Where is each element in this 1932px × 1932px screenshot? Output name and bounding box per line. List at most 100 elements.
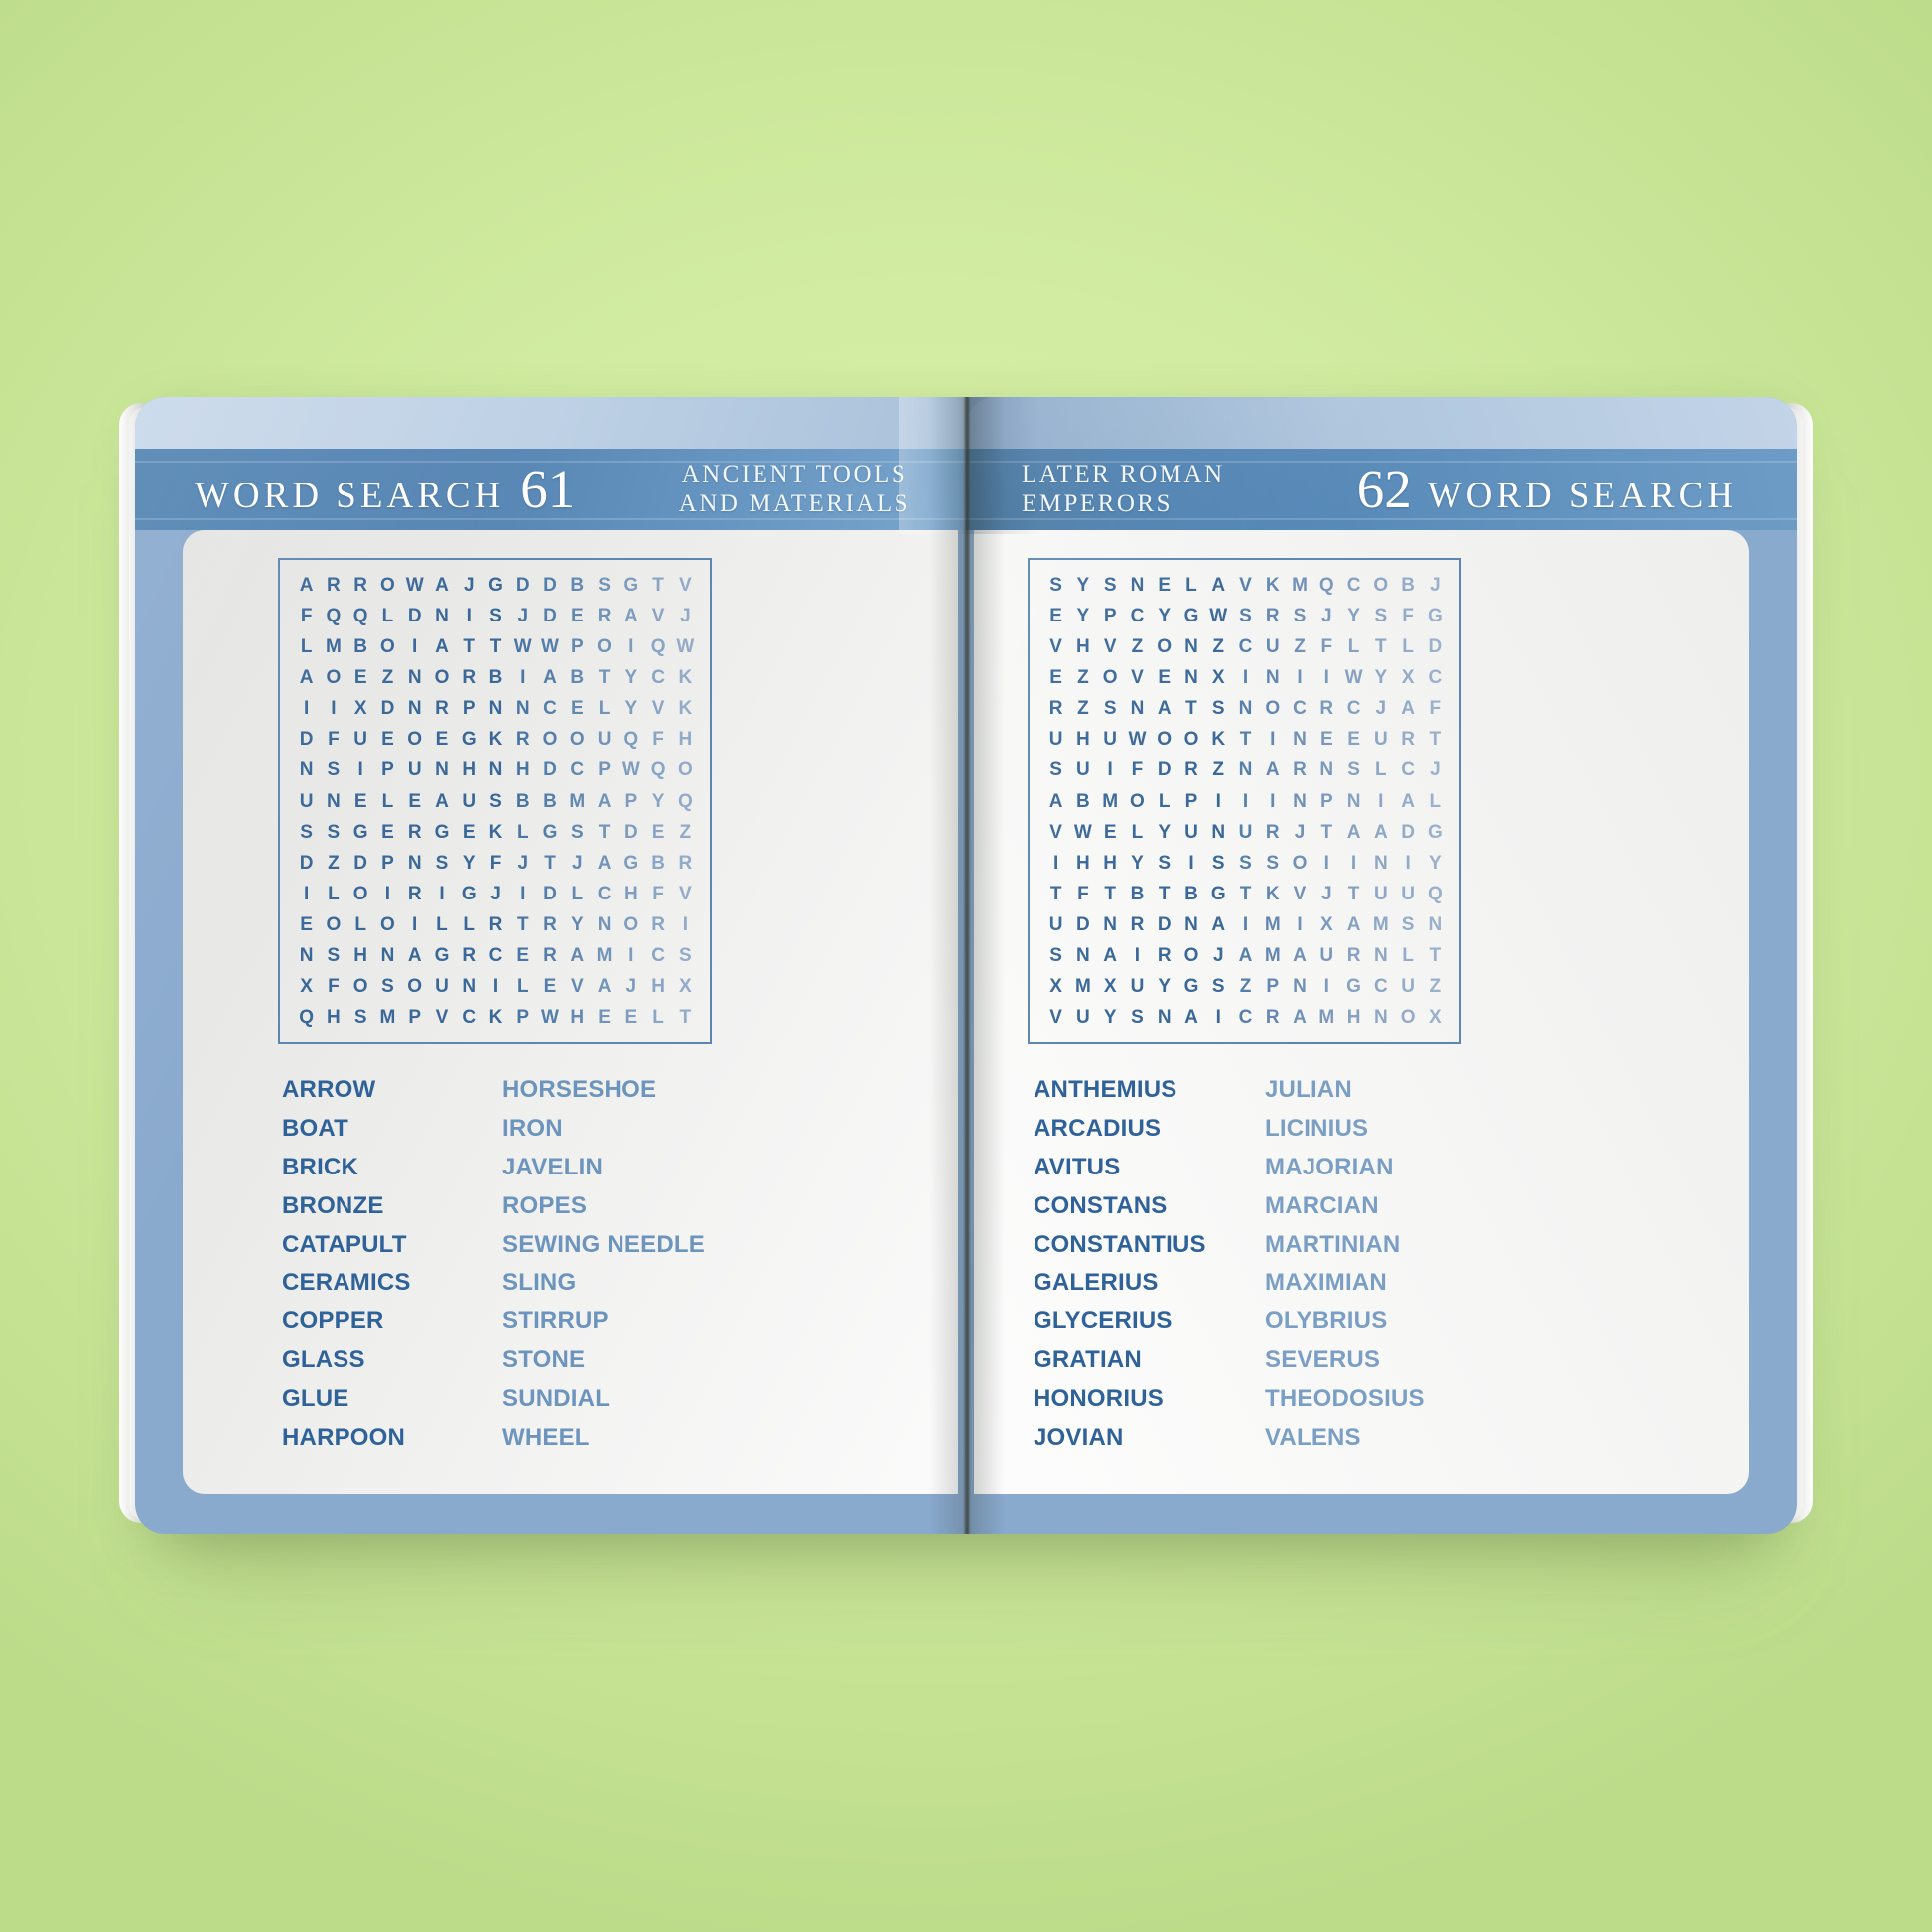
grid-cell: M <box>325 636 342 658</box>
right-word-list-column-1: ANTHEMIUS ARCADIUS AVITUS CONSTANS CONSTANTI… <box>1034 1071 1251 1457</box>
grid-cell: L <box>381 606 394 627</box>
grid-cell: X <box>1429 1007 1442 1029</box>
grid-cell: E <box>598 1007 611 1029</box>
grid-cell: E <box>1103 821 1117 843</box>
grid-cell: O <box>352 976 368 998</box>
grid-cell: K <box>488 729 503 751</box>
word-list-item: AVITUS <box>1034 1153 1121 1180</box>
grid-cell: W <box>405 575 424 596</box>
grid-cell: D <box>543 759 557 781</box>
grid-cell: R <box>1184 759 1198 781</box>
grid-cell: Z <box>328 852 340 874</box>
grid-cell: Z <box>1294 636 1306 658</box>
word-list-item: HARPOON <box>282 1423 406 1450</box>
grid-cell: R <box>407 883 422 904</box>
grid-cell: Y <box>624 667 638 689</box>
left-page: WORD SEARCH 61 ANCIENT TOOLS AND MATERIA… <box>135 397 966 1534</box>
grid-cell: B <box>1130 883 1145 904</box>
grid-cell: F <box>489 852 502 874</box>
grid-cell: Y <box>462 852 476 874</box>
word-list-item: CONSTANS <box>1034 1191 1168 1219</box>
grid-cell: P <box>570 636 584 658</box>
grid-cell: N <box>1373 944 1388 966</box>
grid-cell: E <box>516 944 530 966</box>
word-list-item: MARCIAN <box>1265 1191 1379 1219</box>
left-word-list-column-1: ARROW BOAT BRICK BRONZE CATAPULT CERAMICS COPP… <box>282 1071 488 1457</box>
grid-cell: T <box>1049 883 1062 904</box>
grid-cell: V <box>1293 883 1307 904</box>
right-header-band: LATER ROMAN EMPERORS 62 WORD SEARCH <box>966 449 1797 530</box>
word-list-item: THEODOSIUS <box>1265 1385 1425 1412</box>
grid-cell: D <box>543 883 557 904</box>
grid-cell: V <box>1049 1007 1062 1029</box>
grid-cell: I <box>1242 913 1249 935</box>
grid-cell: G <box>623 575 639 596</box>
grid-cell: I <box>1405 852 1411 874</box>
grid-cell: T <box>516 913 529 935</box>
grid-cell: T <box>463 636 476 658</box>
grid-cell: Q <box>650 636 666 658</box>
grid-cell: Y <box>1158 606 1172 627</box>
grid-cell: L <box>354 913 366 935</box>
grid-cell: E <box>381 821 394 843</box>
grid-cell: C <box>1346 698 1361 720</box>
grid-cell: A <box>1373 821 1388 843</box>
right-puzzle-number: 62 <box>1356 459 1412 519</box>
grid-cell: J <box>1430 759 1441 781</box>
grid-cell: F <box>328 729 340 751</box>
grid-cell: N <box>1184 667 1198 689</box>
right-topic-line-2: EMPERORS <box>1022 490 1173 517</box>
grid-cell: L <box>1402 636 1414 658</box>
grid-cell: M <box>596 944 613 966</box>
grid-cell: I <box>1323 852 1329 874</box>
grid-cell: N <box>327 790 341 812</box>
word-list-item: MAXIMIAN <box>1265 1269 1387 1297</box>
word-list-item: GALERIUS <box>1034 1269 1159 1297</box>
grid-cell: J <box>572 852 583 874</box>
grid-cell: P <box>1319 790 1333 812</box>
grid-cell: I <box>1297 913 1303 935</box>
grid-cell: H <box>570 1007 585 1029</box>
grid-cell: L <box>516 821 529 843</box>
grid-cell: E <box>435 729 449 751</box>
grid-cell: L <box>1375 759 1387 781</box>
grid-cell: K <box>488 1007 503 1029</box>
grid-cell: N <box>488 759 503 781</box>
grid-cell: D <box>299 729 314 751</box>
grid-cell: S <box>327 759 341 781</box>
grid-cell: B <box>353 636 368 658</box>
grid-cell: N <box>1319 759 1334 781</box>
grid-cell: T <box>1185 698 1197 720</box>
grid-cell: O <box>380 913 395 935</box>
grid-cell: S <box>1211 976 1225 998</box>
grid-cell: R <box>543 944 557 966</box>
grid-cell: J <box>680 606 691 627</box>
word-list-item: COPPER <box>282 1308 384 1335</box>
grid-cell: I <box>520 883 526 904</box>
grid-cell: E <box>462 821 476 843</box>
grid-cell: K <box>488 821 503 843</box>
grid-cell: P <box>1103 606 1117 627</box>
grid-cell: N <box>407 852 422 874</box>
left-word-search-label: WORD SEARCH <box>195 476 505 516</box>
grid-cell: N <box>597 913 612 935</box>
grid-cell: I <box>1270 729 1276 751</box>
left-header-top-band <box>135 397 966 449</box>
grid-cell: L <box>300 636 313 658</box>
word-list-item: BOAT <box>282 1114 349 1142</box>
grid-cell: V <box>1239 575 1252 596</box>
grid-cell: N <box>1076 944 1090 966</box>
grid-cell: F <box>1131 759 1144 781</box>
grid-cell: C <box>462 1007 477 1029</box>
grid-cell: Q <box>1427 883 1443 904</box>
left-word-list-column-2: HORSESHOE IRON JAVELIN ROPES SEWING NEEDLE SL… <box>502 1071 709 1457</box>
grid-cell: C <box>543 698 557 720</box>
grid-cell: L <box>598 698 611 720</box>
grid-cell: A <box>1048 790 1063 812</box>
grid-cell: C <box>1238 1007 1253 1029</box>
grid-cell: D <box>1157 759 1172 781</box>
grid-cell: X <box>1401 667 1415 689</box>
grid-cell: D <box>543 575 557 596</box>
grid-cell: S <box>353 1007 367 1029</box>
grid-cell: N <box>1428 913 1443 935</box>
